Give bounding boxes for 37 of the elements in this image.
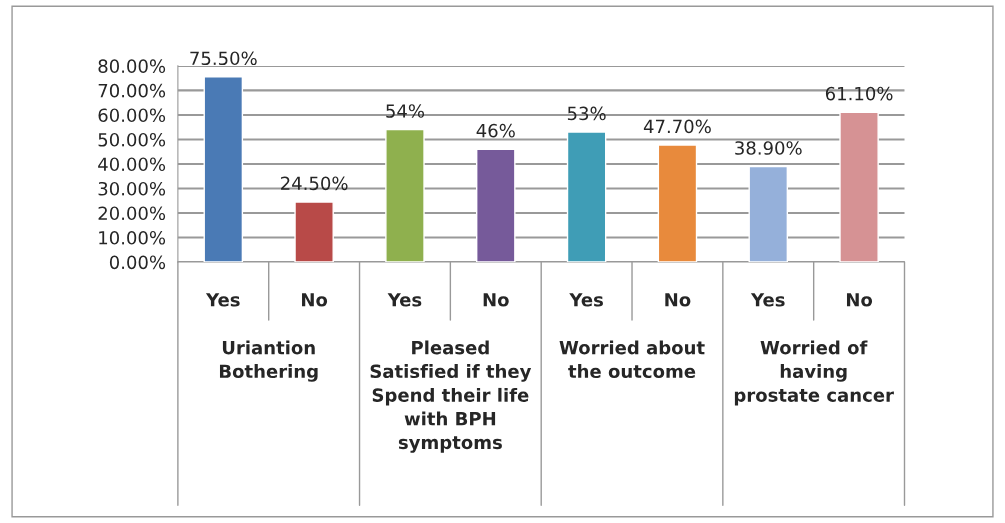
y-tick-label: 60.00% [98,108,166,123]
x-tick-label: No [483,293,509,307]
x-tick-label: No [665,293,691,307]
y-tick-label: 80.00% [98,59,166,74]
bar [476,148,516,263]
x-tick-label: Yes [569,293,603,307]
x-tick-label: Yes [387,293,422,307]
data-label: 47.70% [643,119,711,134]
x-tick-label: Yes [750,293,785,307]
y-tick-label: 50.00% [98,132,166,147]
bar [748,165,789,263]
bar [566,131,607,263]
y-tick-label: 70.00% [98,83,166,98]
y-tick-label: 40.00% [98,157,166,172]
data-label: 24.50% [281,176,348,191]
y-tick-label: 20.00% [98,206,166,221]
data-label: 75.50% [190,51,257,66]
data-label: 54% [386,104,425,118]
x-tick-label: No [846,293,873,307]
text: Uriantion Bothering [219,340,318,382]
bar [385,128,425,263]
y-tick-label: 10.00% [99,230,166,245]
x-tick-label: Yes [205,293,240,307]
bar [294,201,334,263]
bar [657,144,698,263]
data-label: 46% [476,123,515,138]
x-tick-label: No [302,293,328,307]
data-label: 38.90% [735,141,802,155]
data-label: 53% [567,106,606,121]
y-tick-label: 30.00% [98,181,166,196]
bar [839,111,879,263]
text: Pleased Satisfied if they Spend their life with BPH symptoms [370,340,532,453]
y-tick-label: 0.00% [109,255,166,270]
bar [203,76,244,263]
data-label: 61.10% [825,86,893,101]
text: Worried of having prostate cancer [734,340,894,406]
text: Worried about the outcome [559,340,705,379]
